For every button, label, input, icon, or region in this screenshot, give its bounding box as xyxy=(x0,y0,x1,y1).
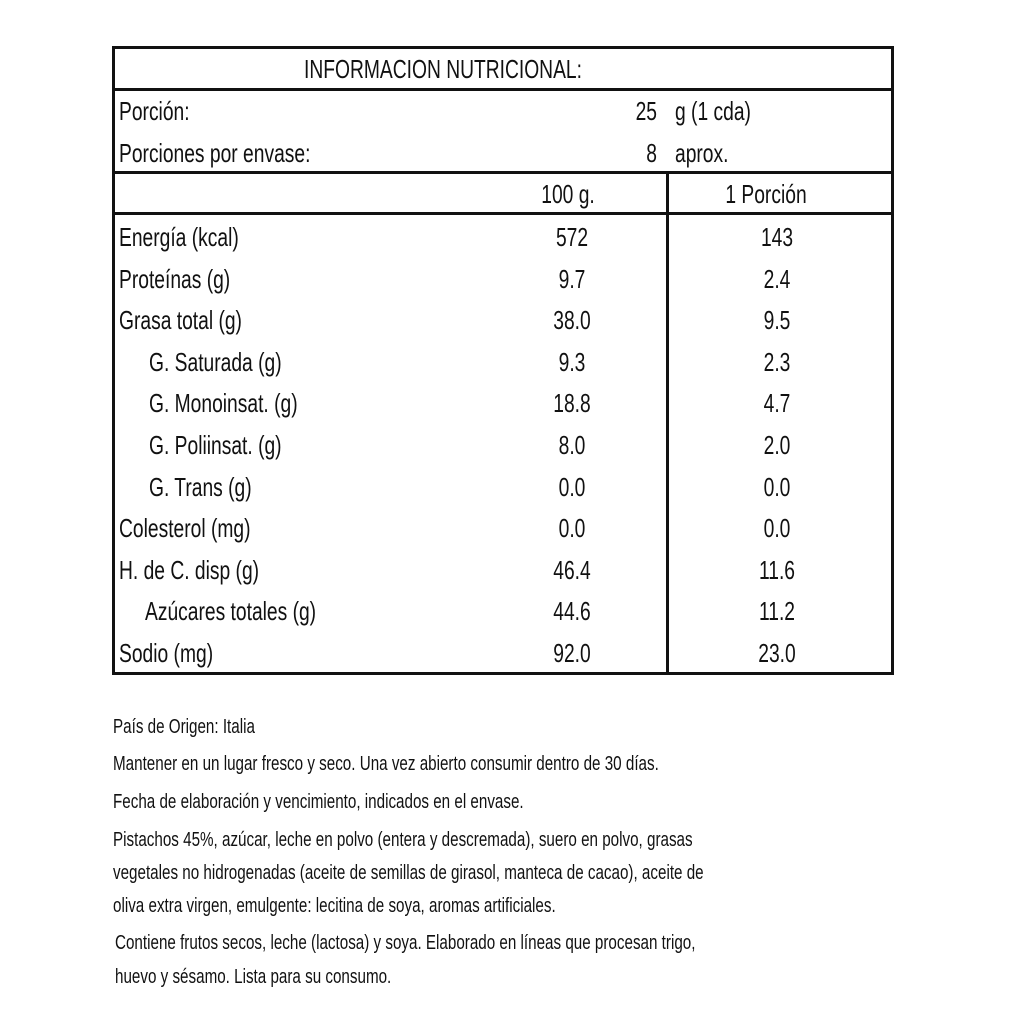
nutrient-label: G. Poliinsat. (g) xyxy=(149,430,282,460)
portion-label: Porción: xyxy=(119,96,190,126)
column-divider xyxy=(666,171,669,675)
nutrient-label: Proteínas (g) xyxy=(119,263,231,294)
value-portion: 0.0 xyxy=(763,471,791,502)
note-line: País de Origen: Italia xyxy=(113,716,255,738)
value-100g: 46.4 xyxy=(553,554,591,585)
column-header-100g: 100 g. xyxy=(541,179,595,209)
nutrient-label: G. Trans (g) xyxy=(149,471,252,502)
portion-value: 25 xyxy=(635,96,657,126)
nutrient-label: H. de C. disp (g) xyxy=(119,554,260,585)
value-100g: 9.7 xyxy=(558,263,586,294)
portion-unit: g (1 cda) xyxy=(675,96,751,126)
column-header-portion: 1 Porción xyxy=(725,179,807,209)
table-border-right xyxy=(891,46,894,675)
value-portion: 143 xyxy=(760,222,794,252)
value-portion: 2.3 xyxy=(763,346,791,377)
nutrient-label: Colesterol (mg) xyxy=(119,513,251,544)
nutrient-label: Azúcares totales (g) xyxy=(145,596,317,627)
table-border-top xyxy=(112,46,894,49)
table-border-bottom xyxy=(112,672,894,675)
value-100g: 572 xyxy=(555,222,589,252)
note-line: Mantener en un lugar fresco y seco. Una … xyxy=(113,753,659,775)
nutrient-label: Energía (kcal) xyxy=(119,222,239,252)
value-100g: 92.0 xyxy=(553,638,591,668)
note-line: Pistachos 45%, azúcar, leche en polvo (e… xyxy=(113,829,693,851)
note-line: vegetales no hidrogenadas (aceite de sem… xyxy=(113,862,704,884)
divider xyxy=(112,171,894,174)
value-portion: 11.6 xyxy=(758,554,796,585)
value-portion: 23.0 xyxy=(758,638,796,668)
nutrient-label: Grasa total (g) xyxy=(119,305,242,336)
servings-label: Porciones por envase: xyxy=(119,138,311,168)
value-100g: 8.0 xyxy=(558,430,586,460)
value-portion: 0.0 xyxy=(763,513,791,544)
note-line: huevo y sésamo. Lista para su consumo. xyxy=(115,966,392,988)
nutrient-label: G. Monoinsat. (g) xyxy=(149,388,298,419)
divider xyxy=(112,212,894,215)
note-line: Fecha de elaboración y vencimiento, indi… xyxy=(113,791,524,813)
table-title: INFORMACION NUTRICIONAL: xyxy=(304,54,582,84)
table-border-left xyxy=(112,46,115,675)
nutrient-label: G. Saturada (g) xyxy=(149,346,282,377)
note-line: oliva extra virgen, emulgente: lecitina … xyxy=(113,895,556,917)
value-100g: 44.6 xyxy=(553,596,591,627)
value-portion: 2.4 xyxy=(763,263,791,294)
value-100g: 0.0 xyxy=(558,513,586,544)
value-100g: 18.8 xyxy=(553,388,591,419)
divider xyxy=(112,88,894,91)
servings-unit: aprox. xyxy=(675,138,729,168)
note-line: Contiene frutos secos, leche (lactosa) y… xyxy=(115,932,696,954)
value-portion: 2.0 xyxy=(763,430,791,460)
value-100g: 9.3 xyxy=(558,346,586,377)
value-portion: 9.5 xyxy=(763,305,791,336)
value-portion: 11.2 xyxy=(758,596,796,627)
servings-value: 8 xyxy=(646,138,657,168)
nutrient-label: Sodio (mg) xyxy=(119,638,214,668)
value-100g: 38.0 xyxy=(553,305,591,336)
value-portion: 4.7 xyxy=(763,388,791,419)
value-100g: 0.0 xyxy=(558,471,586,502)
